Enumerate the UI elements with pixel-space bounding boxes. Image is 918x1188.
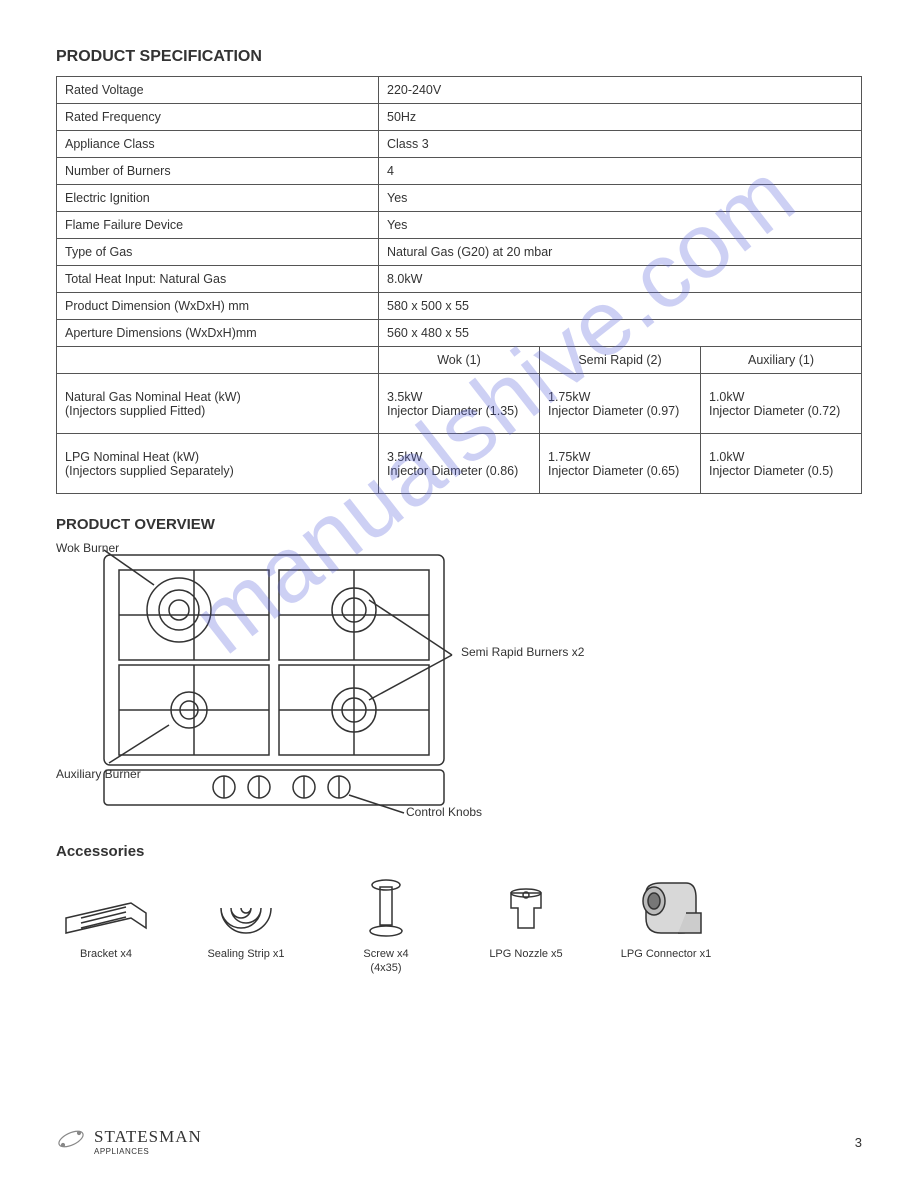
spec-table: Rated Voltage220-240VRated Frequency50Hz…	[56, 76, 862, 494]
spec-row: Flame Failure DeviceYes	[57, 212, 862, 239]
spec-value: 50Hz	[379, 104, 862, 131]
page-number: 3	[855, 1135, 862, 1150]
burner-cell: 1.0kW Injector Diameter (0.5)	[701, 434, 862, 494]
spec-row: Electric IgnitionYes	[57, 185, 862, 212]
burner-header-cell: Semi Rapid (2)	[540, 347, 701, 374]
spec-row: Type of GasNatural Gas (G20) at 20 mbar	[57, 239, 862, 266]
brand-sub: APPLIANCES	[94, 1147, 202, 1156]
spec-label: Flame Failure Device	[57, 212, 379, 239]
accessory-label: Screw x4 (4x35)	[363, 948, 408, 976]
spec-row: Product Dimension (WxDxH) mm580 x 500 x …	[57, 293, 862, 320]
accessory-item: LPG Nozzle x5	[476, 868, 576, 962]
spec-value: Natural Gas (G20) at 20 mbar	[379, 239, 862, 266]
spec-label: Type of Gas	[57, 239, 379, 266]
callout-semi: Semi Rapid Burners x2	[461, 645, 584, 659]
accessories-title: Accessories	[56, 843, 862, 860]
seal-icon	[196, 868, 296, 948]
bracket-icon	[56, 868, 156, 948]
accessory-label: Sealing Strip x1	[207, 948, 284, 962]
footer-logo: STATESMAN APPLIANCES	[56, 1122, 202, 1156]
accessory-item: Sealing Strip x1	[196, 868, 296, 962]
spec-value: Yes	[379, 212, 862, 239]
spec-value: 560 x 480 x 55	[379, 320, 862, 347]
nozzle-icon	[476, 868, 576, 948]
burner-label: LPG Nominal Heat (kW) (Injectors supplie…	[57, 434, 379, 494]
accessory-label: LPG Nozzle x5	[489, 948, 562, 962]
spec-row: Aperture Dimensions (WxDxH)mm560 x 480 x…	[57, 320, 862, 347]
spec-value: Yes	[379, 185, 862, 212]
connector-icon	[616, 868, 716, 948]
brand-name: STATESMAN	[94, 1127, 202, 1147]
burner-header-cell: Wok (1)	[379, 347, 540, 374]
spec-row: Appliance ClassClass 3	[57, 131, 862, 158]
spec-value: 8.0kW	[379, 266, 862, 293]
spec-label: Rated Voltage	[57, 77, 379, 104]
burner-cell: 1.0kW Injector Diameter (0.72)	[701, 374, 862, 434]
callout-knobs: Control Knobs	[406, 805, 482, 819]
spec-label: Product Dimension (WxDxH) mm	[57, 293, 379, 320]
spec-value: 580 x 500 x 55	[379, 293, 862, 320]
spec-title: PRODUCT SPECIFICATION	[56, 48, 862, 66]
accessory-item: Screw x4 (4x35)	[336, 868, 436, 976]
burner-label: Natural Gas Nominal Heat (kW) (Injectors…	[57, 374, 379, 434]
spec-row: Number of Burners4	[57, 158, 862, 185]
burner-header-row: Wok (1)Semi Rapid (2)Auxiliary (1)	[57, 347, 862, 374]
spec-row: Rated Voltage220-240V	[57, 77, 862, 104]
accessory-item: LPG Connector x1	[616, 868, 716, 962]
product-diagram: Wok Burner Semi Rapid Burners x2 Auxilia…	[56, 545, 862, 825]
burner-row: Natural Gas Nominal Heat (kW) (Injectors…	[57, 374, 862, 434]
callout-aux: Auxiliary Burner	[56, 767, 141, 781]
spec-value: Class 3	[379, 131, 862, 158]
burner-row: LPG Nominal Heat (kW) (Injectors supplie…	[57, 434, 862, 494]
burner-cell: 1.75kW Injector Diameter (0.65)	[540, 434, 701, 494]
callout-wok: Wok Burner	[56, 541, 119, 555]
spec-label: Electric Ignition	[57, 185, 379, 212]
spec-label: Total Heat Input: Natural Gas	[57, 266, 379, 293]
spec-label: Rated Frequency	[57, 104, 379, 131]
burner-header-cell: Auxiliary (1)	[701, 347, 862, 374]
spec-label: Aperture Dimensions (WxDxH)mm	[57, 320, 379, 347]
accessory-label: LPG Connector x1	[621, 948, 712, 962]
spec-value: 4	[379, 158, 862, 185]
spec-label: Number of Burners	[57, 158, 379, 185]
burner-header-blank	[57, 347, 379, 374]
accessory-label: Bracket x4	[80, 948, 132, 962]
burner-cell: 3.5kW Injector Diameter (1.35)	[379, 374, 540, 434]
spec-row: Total Heat Input: Natural Gas8.0kW	[57, 266, 862, 293]
screw-icon	[336, 868, 436, 948]
spec-row: Rated Frequency50Hz	[57, 104, 862, 131]
overview-title: PRODUCT OVERVIEW	[56, 516, 862, 533]
spec-value: 220-240V	[379, 77, 862, 104]
burner-cell: 3.5kW Injector Diameter (0.86)	[379, 434, 540, 494]
accessory-item: Bracket x4	[56, 868, 156, 962]
burner-cell: 1.75kW Injector Diameter (0.97)	[540, 374, 701, 434]
spec-label: Appliance Class	[57, 131, 379, 158]
